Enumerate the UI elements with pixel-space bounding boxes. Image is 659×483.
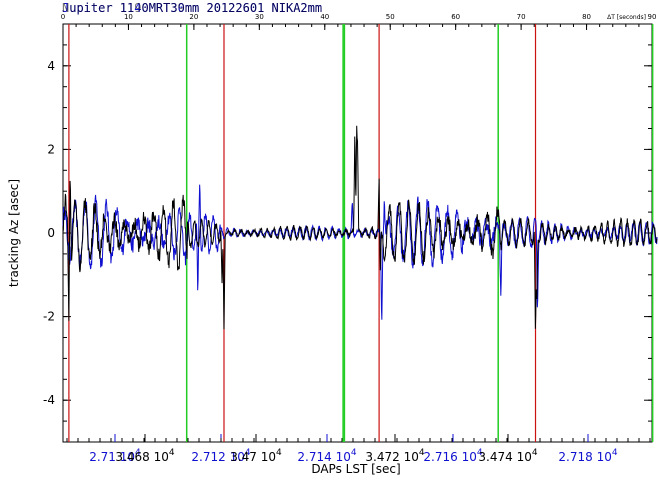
bottom-blue-tick-label: 2.718 104 — [558, 448, 617, 464]
top-tick-label: 50 — [386, 13, 395, 21]
top-tick-label: 20 — [189, 13, 198, 21]
top-tick-label: 90 — [648, 13, 657, 21]
top-tick-label: 60 — [451, 13, 460, 21]
axes-group — [62, 23, 653, 443]
series-group — [62, 125, 658, 330]
y-tick-label: 0 — [47, 226, 55, 240]
top-tick-label: 0 — [61, 13, 65, 21]
top-axis-label: ΔT [seconds] — [607, 14, 646, 21]
top-tick-label: 10 — [124, 13, 133, 21]
y-tick-label: -2 — [43, 310, 55, 324]
x-axis-label: DAPs LST [sec] — [311, 462, 400, 476]
y-tick-label: 4 — [47, 59, 55, 73]
bottom-black-tick-label: 3.468 104 — [115, 448, 174, 464]
series-line-blue — [62, 184, 658, 320]
chart-title-blue: Jupiter 1140MRT30mm 20122601 NIKA2mm — [62, 1, 322, 15]
bottom-blue-tick-label: 2.71 104 — [89, 448, 141, 464]
top-tick-label: 30 — [255, 13, 264, 21]
top-tick-label: 80 — [582, 13, 591, 21]
top-tick-label: 40 — [320, 13, 329, 21]
bottom-black-tick-label: 3.472 104 — [365, 448, 424, 464]
bottom-blue-tick-label: 2.714 104 — [297, 448, 356, 464]
series-line-black — [62, 125, 658, 330]
y-tick-label: 2 — [47, 142, 55, 156]
y-axis-label: tracking Az [asec] — [7, 179, 21, 287]
bottom-blue-tick-label: 2.716 104 — [423, 448, 482, 464]
y-tick-label: -4 — [43, 393, 55, 407]
chart-title-black: Nupiter 1190MRT39mm 20122601 NIKA2mm — [62, 1, 322, 15]
top-tick-label: 70 — [517, 13, 526, 21]
bottom-black-tick-label: 3.474 104 — [478, 448, 537, 464]
bottom-black-tick-label: 3.47 104 — [230, 448, 282, 464]
bottom-blue-tick-label: 2.712 104 — [191, 448, 250, 464]
